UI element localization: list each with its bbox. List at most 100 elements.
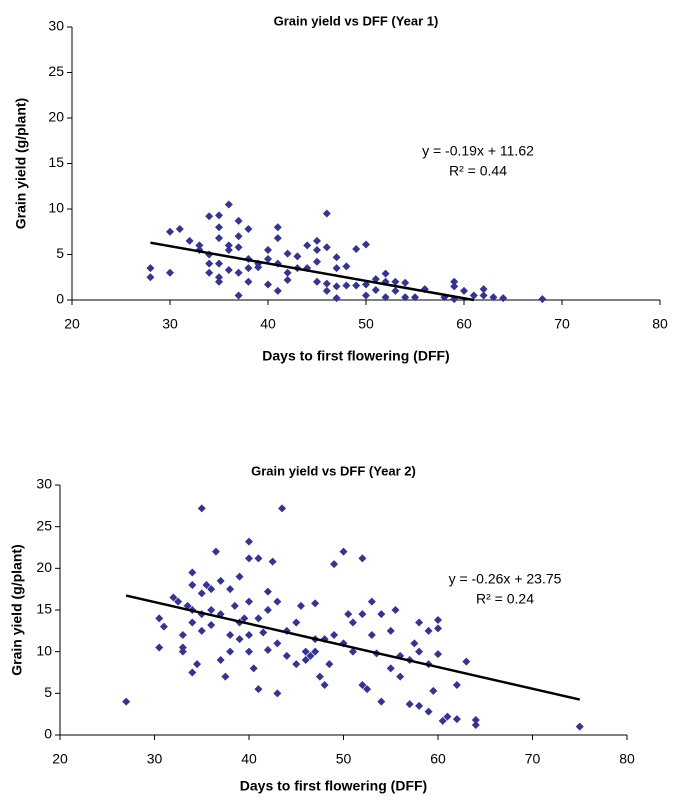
x-tick-label: 40 <box>260 316 276 332</box>
data-point <box>254 614 263 623</box>
data-point <box>188 618 197 627</box>
data-point <box>296 601 305 610</box>
y-tick-label: 10 <box>36 642 52 658</box>
data-point <box>311 647 320 656</box>
data-point <box>224 245 233 254</box>
data-point <box>301 647 310 656</box>
data-point <box>207 621 216 629</box>
data-point <box>410 639 419 648</box>
data-point <box>362 240 370 249</box>
data-point <box>234 268 243 277</box>
data-point <box>313 236 321 245</box>
data-point <box>166 268 174 277</box>
data-point <box>178 647 187 656</box>
data-point <box>415 647 424 656</box>
data-point <box>282 651 291 660</box>
data-point <box>405 700 414 709</box>
data-point <box>244 225 253 234</box>
x-axis-label: Days to first flowering (DFF) <box>262 348 449 364</box>
data-point <box>178 643 187 652</box>
data-point <box>450 282 459 291</box>
data-point <box>303 241 312 250</box>
data-point <box>197 504 206 513</box>
x-tick-label: 50 <box>358 316 374 332</box>
data-point <box>450 277 459 286</box>
y-tick-label: 5 <box>56 245 64 261</box>
data-point <box>292 618 301 627</box>
data-point <box>283 249 292 258</box>
data-point <box>245 537 253 546</box>
data-point <box>479 285 488 294</box>
data-point <box>264 255 272 264</box>
data-point <box>215 211 223 220</box>
data-point <box>268 557 277 566</box>
data-point <box>313 245 321 254</box>
data-point <box>263 646 272 654</box>
data-point <box>332 264 341 273</box>
data-point <box>183 601 192 610</box>
data-point <box>244 264 253 273</box>
data-point <box>452 681 461 689</box>
y-axis-label: Grain yield (g/plant) <box>9 544 25 675</box>
data-point <box>358 681 367 689</box>
x-tick-label: 80 <box>619 751 635 767</box>
x-tick-label: 30 <box>162 316 178 332</box>
data-point <box>224 200 233 209</box>
data-point <box>371 285 380 294</box>
data-point <box>193 660 202 669</box>
data-point <box>254 685 263 694</box>
data-point <box>278 504 287 513</box>
trendline <box>125 594 581 701</box>
data-point <box>224 265 233 274</box>
data-point <box>322 286 331 295</box>
data-point <box>207 606 216 614</box>
data-point <box>273 286 282 295</box>
y-tick-label: 25 <box>36 517 52 533</box>
x-tick-label: 60 <box>430 751 446 767</box>
data-point <box>273 597 282 606</box>
y-axis-label: Grain yield (g/plant) <box>13 98 29 229</box>
data-point <box>197 589 206 598</box>
data-point <box>322 279 331 288</box>
data-point <box>443 712 452 721</box>
data-point <box>175 225 184 234</box>
data-point <box>216 576 225 585</box>
data-point <box>322 209 331 218</box>
data-point <box>452 715 461 724</box>
data-point <box>273 223 282 232</box>
data-point <box>332 294 341 303</box>
data-point <box>479 291 488 300</box>
data-point <box>178 631 187 639</box>
data-point <box>320 681 329 689</box>
x-tick-label: 50 <box>336 751 352 767</box>
data-point <box>244 277 253 286</box>
data-point <box>273 689 282 698</box>
data-point <box>367 597 376 606</box>
chart-title: Grain yield vs DFF (Year 1) <box>274 13 439 28</box>
data-point <box>469 291 478 300</box>
data-point <box>264 245 272 254</box>
data-point <box>434 616 442 624</box>
data-point <box>169 593 178 602</box>
x-tick-label: 20 <box>52 751 68 767</box>
data-point <box>313 257 321 266</box>
data-point <box>216 656 225 664</box>
data-point <box>348 618 357 627</box>
data-point <box>273 234 282 243</box>
data-point <box>339 547 348 556</box>
annotation: y = -0.19x + 11.62 <box>422 143 534 159</box>
data-point <box>263 606 272 614</box>
y-tick-label: 30 <box>48 18 64 34</box>
data-point <box>462 657 471 666</box>
data-point <box>332 253 341 262</box>
data-point <box>293 252 302 261</box>
data-point <box>234 216 243 225</box>
data-point <box>362 291 370 300</box>
data-point <box>401 293 410 302</box>
data-point <box>391 277 400 286</box>
data-point <box>259 628 268 637</box>
data-point <box>424 626 433 635</box>
data-point <box>221 672 230 681</box>
x-tick-label: 60 <box>456 316 472 332</box>
data-point <box>538 295 547 304</box>
